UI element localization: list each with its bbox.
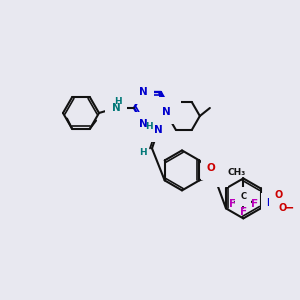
Text: H: H <box>139 148 147 157</box>
Text: F: F <box>229 200 236 209</box>
Text: N: N <box>162 107 170 117</box>
Text: O: O <box>278 203 287 213</box>
Text: H: H <box>114 97 122 106</box>
Text: O: O <box>274 190 283 200</box>
Text: N: N <box>166 103 174 113</box>
Text: N: N <box>166 103 174 113</box>
Text: F: F <box>240 207 247 218</box>
Text: N: N <box>154 125 162 135</box>
Text: N: N <box>139 118 147 129</box>
Text: CH₃: CH₃ <box>227 168 246 177</box>
Text: N: N <box>112 103 120 113</box>
Text: O: O <box>213 170 222 180</box>
Text: N: N <box>139 87 147 98</box>
Text: N: N <box>267 198 275 208</box>
Text: C: C <box>240 192 246 201</box>
Text: H: H <box>145 122 153 131</box>
Text: F: F <box>251 200 258 209</box>
Text: −: − <box>284 202 294 215</box>
Text: O: O <box>207 164 216 173</box>
